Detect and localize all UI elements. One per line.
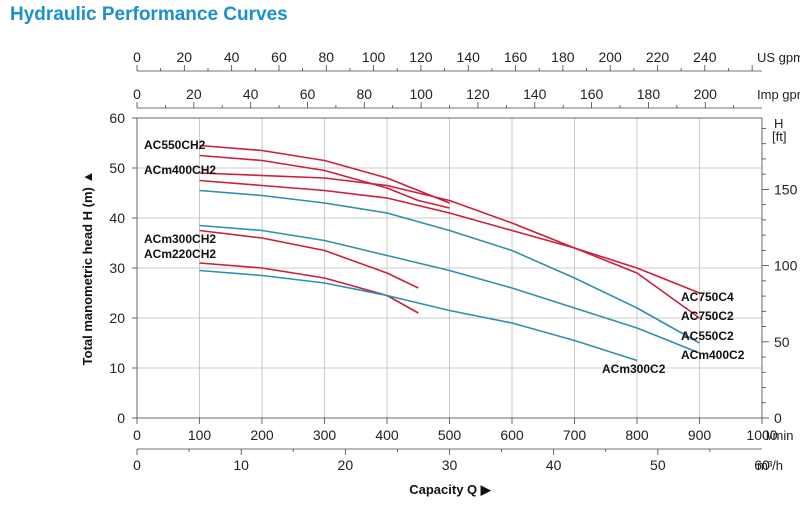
ft-unit-label: [ft]	[772, 129, 786, 144]
imp-gpm-tick-label: 180	[637, 86, 661, 102]
m3h-tick-label: 30	[442, 457, 458, 473]
us-gpm-tick-label: 220	[646, 49, 670, 65]
us-gpm-tick-label: 40	[224, 49, 240, 65]
m3h-tick-label: 0	[133, 457, 141, 473]
us-gpm-tick-label: 180	[551, 49, 575, 65]
m3h-tick-label: 20	[338, 457, 354, 473]
x-tick-label: 1000	[746, 427, 777, 443]
m3h-unit-label: m³/h	[757, 458, 783, 473]
us-gpm-unit-label: US gpm	[757, 50, 800, 65]
ft-unit-h: H	[774, 116, 783, 131]
x-tick-label: 0	[133, 427, 141, 443]
us-gpm-tick-label: 0	[133, 49, 141, 65]
imp-gpm-tick-label: 100	[409, 86, 433, 102]
curve-label-ac550ch2: AC550CH2	[144, 138, 206, 152]
x-tick-label: 600	[500, 427, 524, 443]
grid	[137, 118, 762, 418]
curve-acm400c2	[199, 224, 700, 354]
curves	[199, 144, 700, 362]
curve-acm220ch2	[199, 262, 419, 314]
us-gpm-tick-label: 100	[362, 49, 386, 65]
imp-gpm-tick-label: 80	[357, 86, 373, 102]
imp-gpm-tick-label: 160	[580, 86, 604, 102]
y-tick-label: 30	[109, 260, 125, 276]
curve-acm400ch2	[199, 154, 450, 209]
m3h-tick-label: 50	[650, 457, 666, 473]
y-tick-label: 0	[117, 410, 125, 426]
y-tick-label: 40	[109, 210, 125, 226]
us-gpm-tick-label: 20	[177, 49, 193, 65]
ft-tick-label: 50	[774, 334, 790, 350]
curve-ac550c2	[199, 189, 700, 344]
imp-gpm-unit-label: Imp gpm	[757, 87, 800, 102]
imp-gpm-tick-label: 20	[186, 86, 202, 102]
curve-acm300c2	[199, 269, 638, 362]
imp-gpm-tick-label: 120	[466, 86, 490, 102]
curve-label-acm400ch2: ACm400CH2	[144, 163, 216, 177]
curve-label-ac750c2: AC750C2	[681, 309, 734, 323]
us-gpm-tick-label: 200	[598, 49, 622, 65]
x-tick-label: 100	[188, 427, 212, 443]
curve-label-acm400c2: ACm400C2	[681, 348, 745, 362]
x-tick-label: 400	[375, 427, 399, 443]
curve-label-acm300c2: ACm300C2	[602, 362, 666, 376]
m3h-tick-label: 10	[233, 457, 249, 473]
y-tick-label: 60	[109, 110, 125, 126]
x-axis-title: Capacity Q ▶	[409, 482, 492, 497]
imp-gpm-tick-label: 200	[694, 86, 718, 102]
m3h-tick-label: 60	[754, 457, 770, 473]
us-gpm-tick-label: 80	[318, 49, 334, 65]
x-tick-label: 800	[625, 427, 649, 443]
curve-label-acm300ch2: ACm300CH2	[144, 232, 216, 246]
imp-gpm-tick-label: 140	[523, 86, 547, 102]
us-gpm-tick-label: 120	[409, 49, 433, 65]
x-tick-label: 500	[438, 427, 462, 443]
y-axis-title: Total manometric head H (m) ▲	[80, 171, 95, 366]
us-gpm-tick-label: 240	[693, 49, 717, 65]
x-tick-label: 700	[563, 427, 587, 443]
curve-ac750c2	[199, 172, 700, 319]
us-gpm-tick-label: 160	[504, 49, 528, 65]
y-tick-label: 10	[109, 360, 125, 376]
x-tick-label: 300	[313, 427, 337, 443]
x-tick-label: 900	[688, 427, 712, 443]
y-tick-label: 20	[109, 310, 125, 326]
curve-label-acm220ch2: ACm220CH2	[144, 247, 216, 261]
curve-label-ac550c2: AC550C2	[681, 329, 734, 343]
imp-gpm-tick-label: 40	[243, 86, 259, 102]
m3h-tick-label: 40	[546, 457, 562, 473]
us-gpm-tick-label: 60	[271, 49, 287, 65]
curve-ac750c4	[199, 179, 700, 294]
x-unit-label: l/min	[766, 428, 793, 443]
axes	[132, 65, 769, 455]
y-tick-label: 50	[109, 160, 125, 176]
imp-gpm-tick-label: 60	[300, 86, 316, 102]
curve-ac550ch2	[199, 144, 450, 204]
ft-tick-label: 0	[774, 410, 782, 426]
us-gpm-tick-label: 140	[457, 49, 481, 65]
ft-tick-label: 150	[774, 181, 798, 197]
curve-acm300ch2	[199, 229, 419, 289]
page-title: Hydraulic Performance Curves	[10, 4, 288, 25]
x-tick-label: 200	[250, 427, 274, 443]
imp-gpm-tick-label: 0	[133, 86, 141, 102]
curve-label-ac750c4: AC750C4	[681, 290, 734, 304]
ft-tick-label: 100	[774, 258, 798, 274]
